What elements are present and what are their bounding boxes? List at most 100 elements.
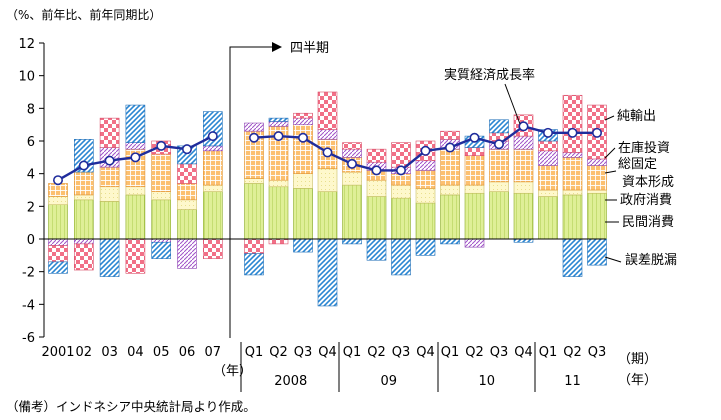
growth-line-point — [273, 131, 284, 142]
bar-segment-pc — [391, 197, 411, 240]
bar-segment-nx — [317, 91, 338, 130]
bar-segment-gfcf — [48, 183, 68, 197]
bar-segment-gfcf — [489, 148, 509, 183]
bar-segment-err — [125, 104, 146, 143]
year-group-label: 11 — [564, 374, 581, 389]
line-series-label: 実質経済成長率 — [444, 67, 535, 83]
quarterly-label: 四半期 — [290, 41, 329, 56]
bar-segment-pc — [293, 188, 313, 240]
x-tick-label: Q3 — [588, 345, 607, 360]
bar-segment-gfcf — [415, 170, 436, 189]
x-tick-label: Q3 — [294, 345, 313, 360]
bar-segment-gc — [415, 188, 436, 204]
bar-segment-pc — [440, 194, 460, 240]
bar-segment-nx — [74, 243, 94, 271]
source-note: （備考）インドネシア中央統計局より作成。 — [6, 399, 256, 414]
bar-segment-err — [48, 261, 68, 274]
bar-segment-nx — [440, 130, 460, 140]
growth-line-point — [52, 175, 63, 186]
bar-segment-gc — [317, 168, 338, 192]
bar-segment-gc — [48, 196, 68, 206]
bar-segment-err — [440, 238, 460, 245]
bar-segment-nx — [99, 117, 120, 148]
bar-segment-pc — [538, 196, 558, 240]
x-tick-label: 03 — [101, 345, 118, 360]
bar-segment-err — [317, 238, 338, 307]
bar-segment-gc — [587, 189, 607, 194]
label-inventory: 在庫投資 — [618, 140, 670, 156]
bar-segment-pc — [48, 204, 68, 240]
bar-segment-nx — [203, 238, 223, 259]
bar-segment-nx — [268, 238, 289, 245]
bar-segment-err — [244, 253, 264, 276]
bar-segment-gc — [125, 186, 146, 196]
bar-segment-gfcf — [513, 148, 534, 183]
bar-segment-inv — [562, 152, 583, 158]
y-tick-label: -4 — [22, 298, 35, 313]
bar-segment-pc — [151, 199, 171, 240]
bar-segment-gfcf — [99, 166, 120, 188]
y-tick-label: 0 — [27, 233, 35, 248]
bar-segment-gfcf — [587, 165, 607, 191]
growth-line-point — [78, 160, 89, 171]
bar-segment-inv — [538, 150, 558, 166]
x-tick-label: 05 — [153, 345, 170, 360]
bar-segment-pc — [74, 199, 94, 240]
bar-segment-gc — [203, 184, 223, 192]
quarter-unit: （期） — [618, 352, 657, 367]
growth-line-point — [567, 127, 578, 138]
bar-segment-nx — [366, 148, 387, 163]
bar-segment-nx — [125, 238, 146, 274]
y-tick-label: -2 — [22, 266, 35, 281]
x-tick-label: Q1 — [441, 345, 460, 360]
bar-segment-pc — [342, 184, 362, 240]
x-tick-label: 07 — [205, 345, 222, 360]
bar-segment-gfcf — [293, 124, 313, 174]
x-tick-label: Q3 — [392, 345, 411, 360]
y-tick-label: 12 — [18, 37, 35, 52]
bar-segment-inv — [244, 122, 264, 132]
leader-fixed-capital — [604, 170, 617, 174]
bar-segment-nx — [464, 147, 485, 157]
growth-line-point — [297, 132, 308, 143]
line-series-leader — [504, 83, 521, 125]
bar-segment-pc — [513, 192, 534, 240]
bar-segment-pc — [415, 202, 436, 240]
bar-segment-gc — [151, 191, 171, 201]
bar-segment-gc — [538, 189, 558, 197]
bar-segment-pc — [587, 192, 607, 240]
bar-segment-nx — [342, 142, 362, 150]
growth-line-point — [322, 147, 333, 158]
bar-segment-inv — [587, 158, 607, 166]
label-fixed-capital-1: 総固定 — [618, 157, 657, 172]
x-tick-label: Q1 — [539, 345, 558, 360]
bar-segment-pc — [125, 194, 146, 240]
bar-segment-inv — [203, 145, 223, 152]
x-tick-label: Q1 — [343, 345, 362, 360]
bar-segment-nx — [177, 163, 197, 184]
bar-segment-pc — [244, 183, 264, 240]
x-tick-label: Q1 — [245, 345, 264, 360]
x-axis: 2001 02 03 04 05 06 07 Q1 Q2 Q3 Q4 Q1 Q2 Q3 Q4 Q1 Q2 Q3 Q4… — [41, 238, 607, 392]
bar-segment-gfcf — [562, 157, 583, 191]
bar-segment-pc — [177, 209, 197, 240]
y-tick-label: 8 — [27, 102, 35, 117]
bar-segment-gc — [513, 181, 534, 194]
bar-segment-gc — [268, 179, 289, 188]
bar-segment-gc — [391, 184, 411, 199]
bar-segment-pc — [203, 191, 223, 240]
bar-segment-nx — [244, 238, 264, 254]
bar-segment-gc — [99, 186, 120, 202]
x-tick-label: 2001 — [41, 345, 74, 360]
bar-segment-err — [293, 238, 313, 253]
bar-segment-gc — [244, 178, 264, 184]
bar-segment-gfcf — [151, 153, 171, 192]
growth-line-point — [444, 142, 455, 153]
x-tick-label: 02 — [76, 345, 93, 360]
growth-line-point — [395, 165, 406, 176]
bar-segment-err — [99, 238, 120, 277]
bar-segment-err — [366, 238, 387, 261]
quarterly-callout-arrowhead — [272, 42, 282, 52]
bar-segment-inv — [464, 238, 485, 248]
